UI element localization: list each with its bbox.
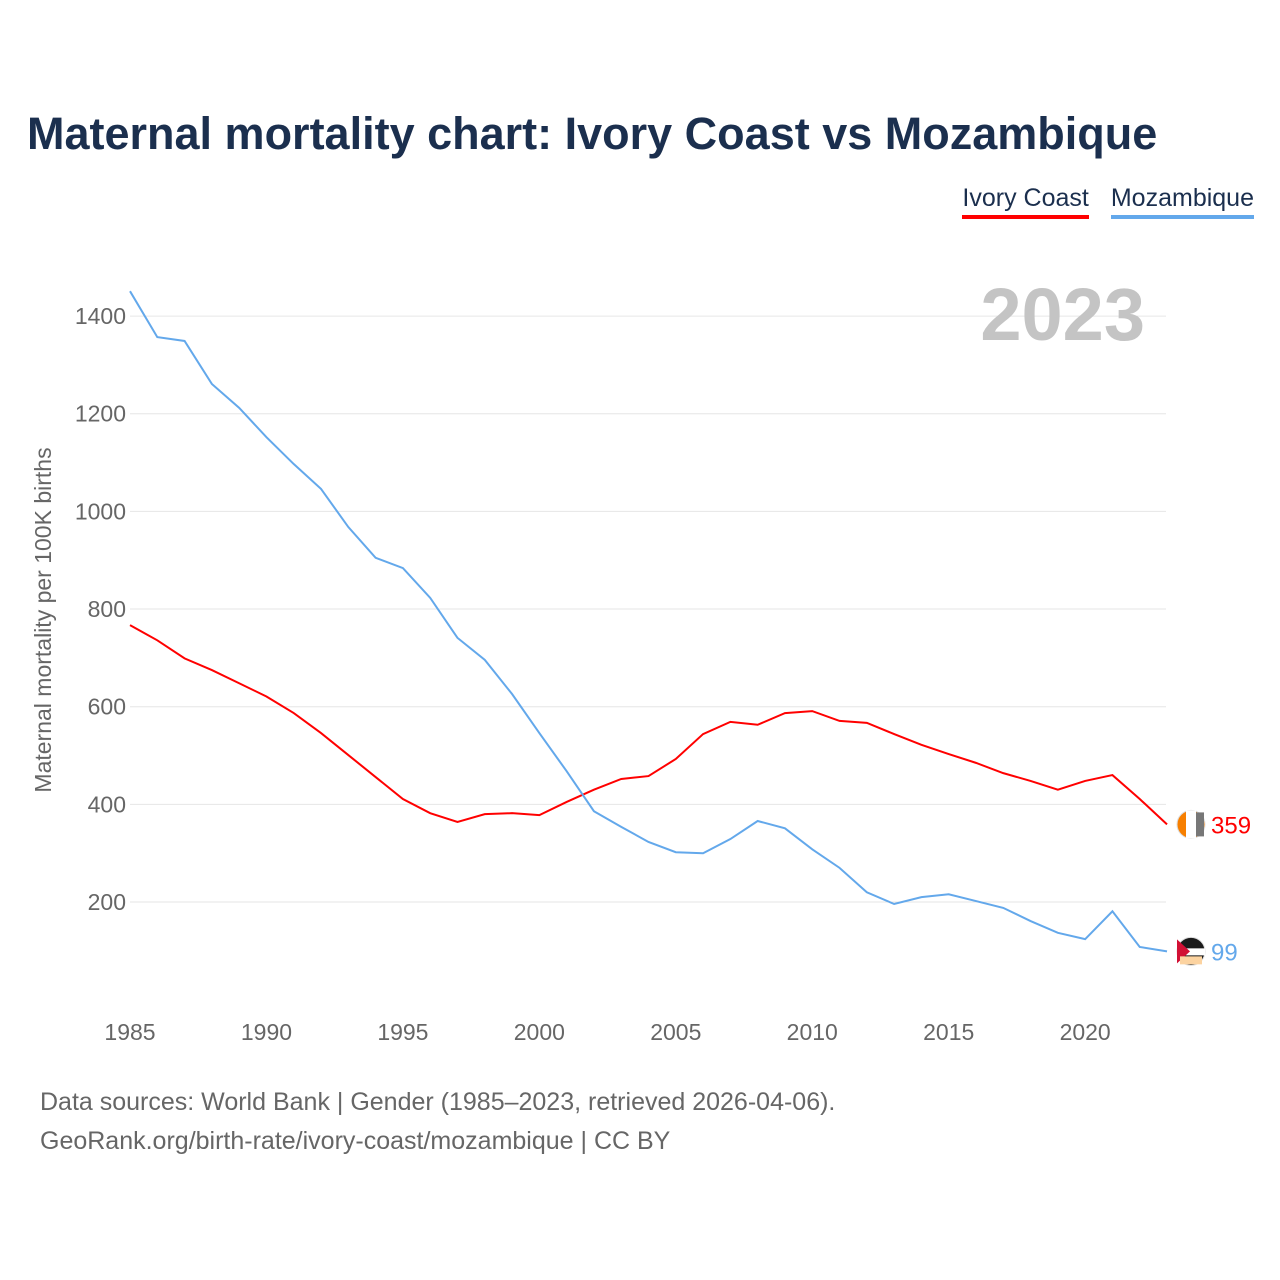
legend-mozambique[interactable]: Mozambique [1110, 184, 1254, 219]
series-line-ivory-coast [129, 624, 1168, 826]
y-axis-label: Maternal mortality per 100K births [30, 447, 56, 792]
footer-url[interactable]: GeoRank.org/birth-rate/ivory-coast/mozam… [40, 1127, 671, 1155]
legend-ivory-coast[interactable]: Ivory Coast [962, 184, 1089, 219]
x-tick-label: 1990 [241, 1019, 292, 1045]
x-tick-label: 2005 [650, 1019, 701, 1045]
x-tick-label: 1985 [104, 1019, 155, 1045]
footer-sources: Data sources: World Bank | Gender (1985–… [40, 1088, 836, 1116]
x-tick-label: 2000 [514, 1019, 565, 1045]
y-tick-label: 1400 [75, 303, 126, 329]
x-tick-label: 2010 [787, 1019, 838, 1045]
y-tick-label: 800 [88, 596, 126, 622]
flag-stripe [1186, 810, 1196, 839]
legend: Ivory Coast Mozambique [962, 184, 1254, 219]
y-tick-label: 400 [88, 791, 126, 817]
y-tick-label: 1000 [75, 498, 126, 524]
y-tick-label: 200 [88, 889, 126, 915]
y-tick-label: 600 [88, 694, 126, 720]
end-value-label: 99 [1211, 939, 1238, 966]
x-tick-label: 2015 [923, 1019, 974, 1045]
year-label: 2023 [980, 273, 1145, 356]
x-tick-label: 1995 [377, 1019, 428, 1045]
end-value-label: 359 [1211, 812, 1251, 839]
chart-title: Maternal mortality chart: Ivory Coast vs… [27, 108, 1158, 159]
y-tick-label: 1200 [75, 401, 126, 427]
flag-stripe [1196, 812, 1204, 837]
x-tick-label: 2020 [1060, 1019, 1111, 1045]
flag-stripe [1177, 948, 1205, 956]
series-line-mozambique [129, 290, 1168, 953]
flag-stripe [1180, 956, 1202, 965]
